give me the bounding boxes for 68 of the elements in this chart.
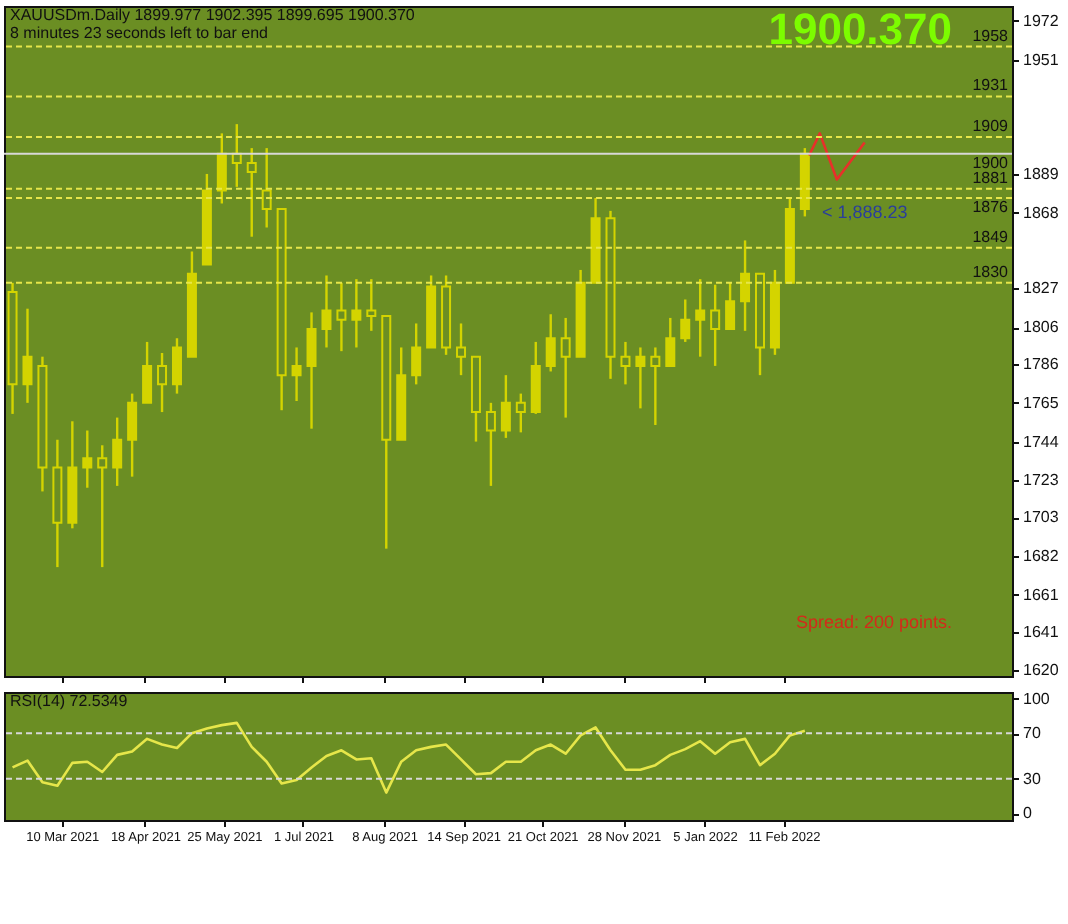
ref-line-label: 1876 bbox=[972, 197, 1010, 216]
annotation: 1900.370 bbox=[768, 4, 952, 54]
candlestick bbox=[695, 277, 706, 358]
line-series bbox=[11, 721, 807, 794]
chart-title: RSI(14) 72.5349 bbox=[10, 692, 129, 710]
candlestick bbox=[216, 132, 227, 205]
y-tick-label: 1682 bbox=[1023, 547, 1060, 566]
candlestick bbox=[500, 373, 511, 440]
candlestick bbox=[665, 316, 676, 368]
candlestick bbox=[650, 346, 661, 427]
candlestick bbox=[127, 392, 138, 478]
y-tick-label: 1723 bbox=[1023, 471, 1060, 490]
candlestick bbox=[142, 340, 153, 405]
y-tick-label: 1786 bbox=[1023, 355, 1060, 374]
candlestick bbox=[22, 307, 33, 405]
y-tick-label: 1868 bbox=[1023, 203, 1060, 222]
ref-line-label: 1881 bbox=[972, 168, 1010, 187]
candlestick bbox=[411, 322, 422, 386]
candlestick bbox=[515, 392, 526, 434]
candlestick bbox=[171, 337, 182, 395]
candlestick bbox=[740, 239, 751, 333]
candlestick bbox=[112, 416, 123, 488]
text: 8 minutes 23 seconds left to bar end bbox=[10, 24, 268, 42]
y-tick-label: 1765 bbox=[1023, 393, 1060, 412]
candlestick bbox=[485, 401, 496, 488]
candlestick bbox=[635, 346, 646, 410]
candlestick bbox=[97, 444, 108, 569]
candlestick bbox=[351, 277, 362, 349]
y-tick-label: 0 bbox=[1023, 804, 1033, 823]
y-tick-label: 1806 bbox=[1023, 318, 1060, 337]
y-tick-label: 100 bbox=[1023, 689, 1051, 708]
y-tick-label: 1661 bbox=[1023, 585, 1060, 604]
ref-line-label: 1958 bbox=[972, 26, 1010, 45]
candlestick bbox=[261, 146, 272, 229]
candlestick bbox=[82, 429, 93, 489]
candlestick bbox=[306, 311, 317, 430]
ref-line-label: 1900 bbox=[972, 153, 1010, 172]
candlestick bbox=[620, 340, 631, 386]
ref-line-label: 1830 bbox=[972, 262, 1010, 281]
annotation: Spread: 200 points. bbox=[795, 612, 952, 632]
candlestick bbox=[366, 277, 377, 333]
candlestick bbox=[725, 281, 736, 331]
annotation: < 1,888.23 bbox=[822, 202, 908, 222]
y-tick-label: 1744 bbox=[1023, 432, 1060, 451]
y-tick-label: 1972 bbox=[1023, 11, 1060, 30]
ref-line-label: 1849 bbox=[972, 227, 1010, 246]
candlestick bbox=[545, 313, 556, 373]
candlestick bbox=[530, 340, 541, 416]
candlestick bbox=[291, 346, 302, 403]
y-tick-label: 1889 bbox=[1023, 164, 1060, 183]
y-tick-label: 70 bbox=[1023, 724, 1042, 743]
y-tick-label: 1703 bbox=[1023, 508, 1060, 527]
y-tick-label: 1620 bbox=[1023, 661, 1060, 680]
candlestick bbox=[321, 274, 332, 349]
candlestick bbox=[456, 322, 467, 377]
candlestick bbox=[680, 298, 691, 344]
candlestick bbox=[560, 316, 571, 419]
y-tick-label: 1641 bbox=[1023, 622, 1060, 641]
candlestick bbox=[710, 283, 721, 368]
y-tick-label: 1951 bbox=[1023, 50, 1060, 69]
candlestick bbox=[157, 351, 168, 414]
ref-line-label: 1909 bbox=[972, 117, 1010, 136]
ref-line-label: 1931 bbox=[972, 76, 1010, 95]
candlestick bbox=[246, 146, 257, 238]
y-tick-label: 1827 bbox=[1023, 279, 1060, 298]
y-tick-label: 30 bbox=[1023, 769, 1042, 788]
candlestick bbox=[336, 281, 347, 353]
chart-title: XAUUSDm.Daily 1899.977 1902.395 1899.695 1900.370 bbox=[10, 6, 416, 24]
